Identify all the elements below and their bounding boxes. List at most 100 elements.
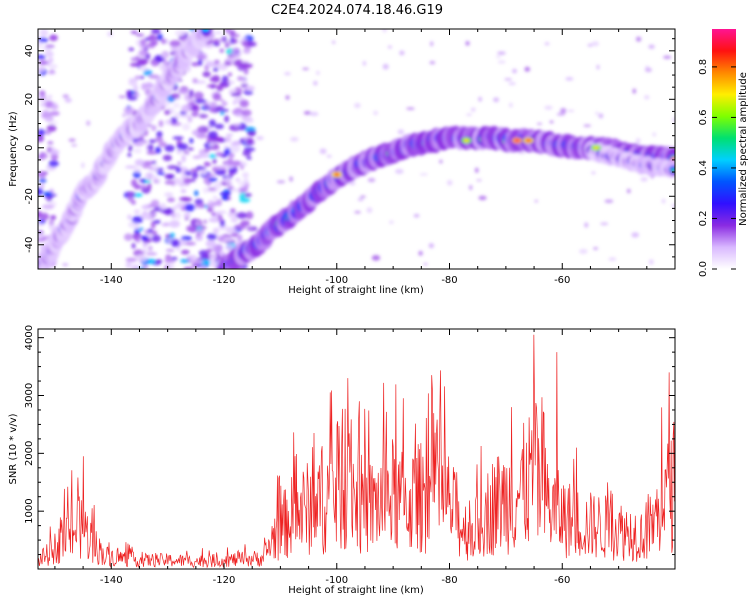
noise-speck (224, 176, 231, 185)
noise-speck (476, 179, 482, 182)
noise-speck (663, 55, 672, 59)
noise-speck (302, 67, 310, 70)
noise-speck (246, 156, 252, 160)
noise-speck (217, 38, 224, 42)
noise-speck (187, 147, 194, 151)
noise-speck (133, 208, 141, 215)
noise-speck (235, 212, 248, 219)
noise-speck (544, 105, 553, 110)
noise-speck (313, 80, 318, 86)
noise-speck (246, 137, 254, 145)
noise-speck (191, 111, 199, 117)
noise-speck (171, 180, 175, 187)
noise-speck (162, 154, 173, 162)
noise-speck (42, 60, 48, 64)
noise-speck (357, 197, 364, 202)
noise-speck (182, 123, 191, 131)
noise-speck (38, 41, 44, 49)
noise-speck (145, 81, 153, 89)
noise-speck (130, 200, 136, 205)
noise-speck (164, 192, 174, 197)
noise-speck (626, 188, 631, 194)
spectrogram-x-axis-label: Height of straight line (km) (288, 285, 424, 296)
noise-speck (131, 215, 144, 224)
y-tick-label: 3000 (24, 383, 35, 408)
noise-speck (151, 29, 161, 35)
noise-speck (139, 75, 145, 80)
noise-speck (640, 177, 648, 182)
noise-speck (219, 99, 224, 102)
noise-speck (216, 210, 227, 214)
noise-speck (140, 265, 150, 269)
noise-speck (240, 37, 248, 41)
noise-speck (133, 234, 139, 241)
noise-speck (152, 163, 159, 172)
noise-speck (42, 212, 47, 220)
noise-speck (209, 216, 219, 222)
colorbar-tick-label: 0.4 (698, 160, 709, 176)
noise-speck (232, 101, 238, 105)
hotspot-core (463, 138, 470, 143)
noise-speck (366, 207, 373, 214)
noise-speck (203, 219, 207, 224)
noise-speck (39, 183, 45, 189)
noise-speck (192, 78, 198, 84)
noise-speck (182, 150, 190, 154)
noise-speck (241, 78, 248, 85)
noise-speck (446, 179, 453, 186)
noise-speck (176, 245, 181, 252)
noise-speck (71, 144, 78, 147)
noise-speck (164, 109, 171, 115)
snr-x-axis-label: Height of straight line (km) (288, 585, 424, 596)
noise-speck (584, 222, 589, 228)
hotspot-core (525, 138, 532, 143)
noise-speck (159, 64, 166, 71)
spectrogram-panel: -140 -120 -100 -80 -60 -40 -20 0 20 40 Height of… (8, 28, 676, 296)
noise-speck (170, 256, 178, 261)
colorbar-tick-label: 0.8 (698, 59, 709, 75)
noise-speck (144, 179, 151, 183)
noise-speck (225, 226, 238, 234)
noise-speck (154, 136, 164, 143)
noise-speck (236, 234, 243, 242)
noise-speck (224, 135, 232, 143)
noise-speck (166, 165, 179, 170)
ridge-mark (670, 168, 675, 172)
noise-speck (38, 210, 43, 219)
noise-speck (135, 226, 141, 230)
noise-speck (38, 223, 45, 228)
noise-speck (150, 41, 159, 46)
noise-speck (517, 151, 526, 154)
y-tick-label: -20 (24, 188, 35, 204)
noise-speck (140, 212, 152, 220)
noise-speck (171, 211, 176, 219)
noise-speck (180, 189, 187, 194)
noise-speck (285, 95, 290, 100)
noise-speck (145, 252, 158, 256)
noise-speck (148, 34, 156, 41)
noise-speck (148, 139, 157, 144)
noise-speck (223, 237, 234, 242)
hotspot-core (514, 138, 521, 143)
noise-speck (508, 82, 516, 86)
noise-speck (139, 45, 148, 49)
noise-speck (174, 30, 187, 37)
noise-speck (148, 74, 160, 79)
noise-speck (123, 106, 135, 114)
noise-speck (160, 52, 168, 59)
noise-speck (197, 58, 203, 66)
noise-speck (219, 219, 226, 227)
noise-speck (227, 185, 234, 190)
noise-speck (183, 212, 191, 219)
noise-speck (332, 40, 336, 44)
noise-speck (231, 47, 240, 53)
noise-speck (215, 198, 223, 207)
noise-speck (39, 29, 49, 37)
noise-speck (40, 102, 47, 107)
noise-speck (44, 130, 52, 135)
noise-speck (230, 232, 239, 238)
noise-speck (309, 111, 319, 116)
noise-speck (244, 85, 255, 92)
noise-speck (158, 119, 164, 128)
snr-frame (37, 328, 676, 570)
